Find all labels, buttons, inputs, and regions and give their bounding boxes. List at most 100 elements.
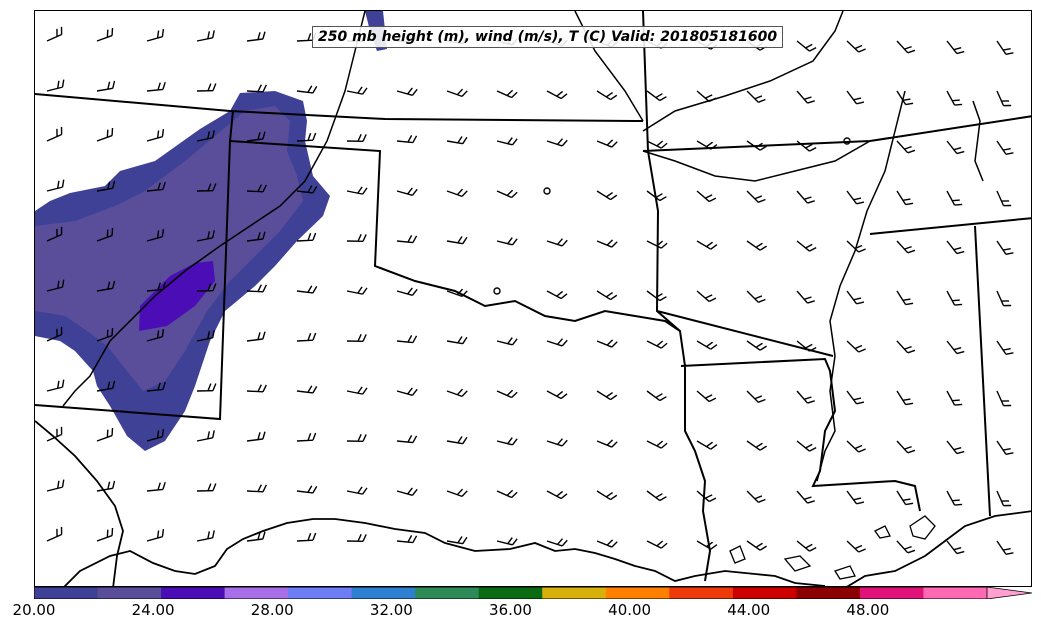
wind-barb [546,438,568,447]
wind-barb [146,181,166,192]
wind-barb [846,540,866,553]
colorbar-tick-label: 24.00 [131,601,175,619]
wind-barb [846,440,866,453]
wind-barb [596,190,618,201]
wind-barb [946,140,965,155]
wind-barb [146,129,165,142]
wind-barb [746,540,767,551]
wind-barb [846,90,865,105]
wind-barbs [46,26,1014,555]
wind-barb [896,190,914,206]
colorbar-segment [34,587,99,599]
wind-barb [996,140,1014,155]
colorbar-tick-labels: 20.00 24.00 28.00 32.00 36.00 40.00 44.00 48.00 [0,601,1041,625]
state-lines [35,11,1031,582]
wind-barb [696,390,717,403]
wind-barb [346,334,367,343]
calm-wind-marker [843,137,851,145]
wind-barb [946,390,963,406]
wind-barb [146,529,165,542]
wind-barb [196,430,215,442]
wind-barb [946,90,963,106]
wind-barb [546,238,568,247]
wind-barb [246,531,266,542]
wind-barb [896,140,916,154]
wind-barb [346,434,367,443]
wind-barb [896,440,916,454]
wind-barb [346,134,367,143]
wind-barb [96,127,114,142]
wind-barb [396,235,418,244]
wind-barb [696,140,718,150]
map-canvas [35,11,1031,586]
wind-barb [396,335,418,344]
wind-barb [646,140,668,149]
wind-barb [496,189,518,199]
wind-barb [246,284,267,293]
wind-barb [196,30,215,42]
wind-barb [46,26,63,42]
wind-barb [196,283,217,292]
wind-barb [896,390,914,406]
wind-barb [46,426,63,442]
wind-barb [846,240,866,253]
wind-barb [46,279,65,292]
wind-barb [246,31,266,42]
shading-middle [35,106,303,391]
wind-barb [96,180,116,192]
wind-barb [46,79,65,92]
wind-barb [746,240,767,251]
wind-barb [946,240,965,255]
wind-barb [296,132,317,142]
wind-barb [246,231,266,242]
wind-barb [996,490,1012,507]
wind-barb [346,534,367,543]
wind-barb [96,80,116,92]
wind-barb [546,290,568,300]
wind-barb [746,190,766,203]
wind-barb [396,87,418,96]
wind-barb [996,190,1012,207]
wind-barb [946,540,965,555]
wind-barb [196,483,217,492]
wind-barb [646,90,667,102]
wind-barb [46,526,63,542]
wind-barb [946,340,965,355]
wind-barb [746,290,766,303]
wind-barb [896,240,916,254]
wind-barb [646,390,667,402]
wind-barb [646,190,667,202]
wind-barb [96,380,116,392]
colorbar-tick-label: 40.00 [608,601,652,619]
colorbar-segment [224,587,289,599]
wind-barb [546,490,568,500]
colorbar-segment [478,587,543,599]
wind-barb [96,280,116,292]
wind-barb [96,527,114,542]
wind-barb [346,186,368,195]
wind-speed-shading [35,11,387,451]
wind-barb [696,540,718,550]
wind-barb [646,290,667,302]
wind-barb [746,440,767,451]
wind-barb [246,431,266,442]
wind-barb [846,490,865,505]
wind-barb [296,85,318,94]
wind-barb [146,429,165,442]
wind-barb [146,481,166,492]
wind-barb [46,479,65,492]
colorbar-segment [859,587,924,599]
wind-barb [396,187,418,196]
wind-barb [396,487,418,496]
colorbar-segment [923,587,988,599]
wind-barb [396,135,418,144]
coast-islands [729,515,936,580]
wind-barb [296,232,317,242]
colorbar-segment [732,587,797,599]
wind-barb [446,236,468,245]
colorbar-tick-label: 36.00 [489,601,532,619]
wind-barb [246,131,266,142]
wind-barb [396,535,418,544]
wind-barb [46,126,63,142]
wind-barb [446,88,468,98]
